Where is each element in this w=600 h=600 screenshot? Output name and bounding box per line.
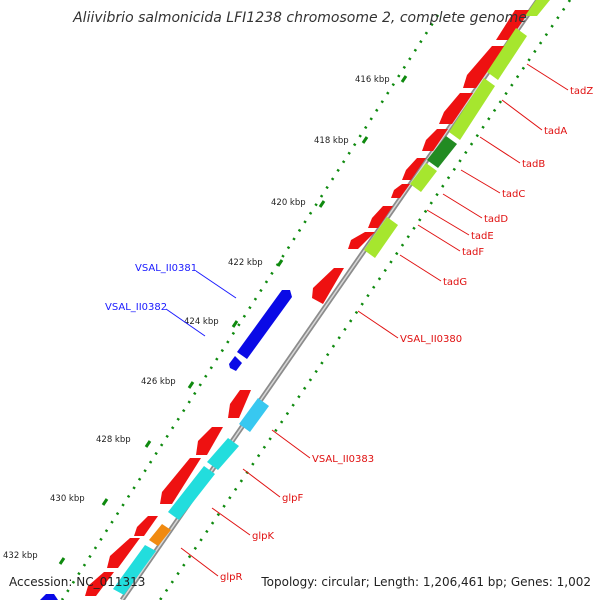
tick-label: 424 kbp <box>184 317 219 327</box>
tick-label: 416 kbp <box>355 75 390 85</box>
gene-red <box>348 232 375 249</box>
label-tadF: tadF <box>462 247 484 258</box>
label-glpK: glpK <box>252 531 274 542</box>
gene-red <box>160 458 201 504</box>
gene-red <box>496 10 530 40</box>
tick-label: 418 kbp <box>314 136 349 146</box>
map-title: Aliivibrio salmonicida LFI1238 chromosom… <box>72 10 527 26</box>
gene-red <box>463 46 505 88</box>
gene-blue-bottom <box>40 594 58 600</box>
reverse-strand-cds-red <box>85 10 530 596</box>
gene-VSAL_II0383 <box>239 398 269 432</box>
gene-red <box>134 516 158 536</box>
label-glpF: glpF <box>282 493 303 504</box>
gene-VSAL_II0381 <box>237 290 292 359</box>
gene-lightgreen <box>525 0 550 16</box>
label-glpR: glpR <box>220 572 242 583</box>
inner-dotted-ring <box>158 0 572 600</box>
gene-red <box>368 206 393 228</box>
tick-labels: 416 kbp 418 kbp 420 kbp 422 kbp 424 kbp … <box>3 75 390 561</box>
gene-red <box>107 538 140 568</box>
gene-labels: tadZ tadA tadB tadC tadD tadE tadF tadG … <box>105 86 593 583</box>
label-tadG: tadG <box>443 277 467 288</box>
gene-tadC <box>410 163 437 192</box>
gene-red <box>85 572 114 596</box>
accession-text: Accession: NC_011313 <box>9 575 145 589</box>
forward-strand-cds <box>40 290 292 600</box>
gene-cyan <box>207 438 239 470</box>
outer-major-ticks <box>58 75 408 565</box>
gene-tadA <box>449 78 495 140</box>
label-VSAL_II0383: VSAL_II0383 <box>312 454 374 465</box>
gene-red <box>391 184 410 198</box>
outer-dotted-ring <box>60 14 440 600</box>
label-tadZ: tadZ <box>570 86 593 97</box>
gene-tadB <box>427 136 457 168</box>
gene-glpR <box>113 545 156 595</box>
label-leaders-blue <box>165 270 237 337</box>
tick-label: 422 kbp <box>228 258 263 268</box>
gene-red <box>228 390 251 418</box>
gene-red <box>402 158 426 180</box>
tick-label: 420 kbp <box>271 198 306 208</box>
label-VSAL_II0380: VSAL_II0380 <box>400 334 462 345</box>
label-tadE: tadE <box>471 231 494 242</box>
topology-text: Topology: circular; Length: 1,206,461 bp… <box>260 575 591 589</box>
tick-label: 426 kbp <box>141 377 176 387</box>
gene-VSAL_II0380 <box>312 268 344 304</box>
label-tadD: tadD <box>484 214 508 225</box>
tick-label: 430 kbp <box>50 494 85 504</box>
tick-label: 428 kbp <box>96 435 131 445</box>
label-tadB: tadB <box>522 159 545 170</box>
label-tadC: tadC <box>502 189 525 200</box>
gene-red <box>196 427 223 455</box>
label-leaders-red <box>180 63 569 577</box>
gene-glpF <box>168 466 215 520</box>
reverse-strand-cds-ring2 <box>113 0 550 595</box>
gene-red <box>422 129 448 151</box>
gene-tadG <box>364 217 398 258</box>
tick-label: 432 kbp <box>3 551 38 561</box>
gene-glpK <box>149 524 171 546</box>
label-VSAL_II0382: VSAL_II0382 <box>105 302 167 313</box>
gene-tadZ <box>487 28 527 80</box>
label-tadA: tadA <box>544 126 567 137</box>
label-VSAL_II0381: VSAL_II0381 <box>135 263 197 274</box>
gene-VSAL_II0382 <box>229 356 242 371</box>
gene-red <box>439 93 473 124</box>
